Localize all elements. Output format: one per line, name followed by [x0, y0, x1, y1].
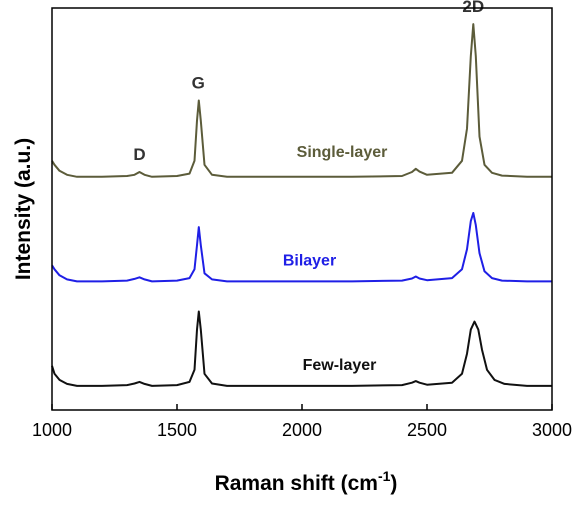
series-labels: Single-layer Bilayer Few-layer: [283, 144, 388, 374]
y-axis-title: Intensity (a.u.): [12, 138, 35, 280]
series-line-few-layer: [51, 310, 552, 387]
x-tick-label: 2000: [282, 420, 322, 440]
x-axis-title: Raman shift (cm-1): [215, 468, 398, 495]
x-tick-label: 3000: [532, 420, 572, 440]
x-axis-title-sup: -1: [378, 468, 391, 484]
x-tick-label: 1500: [157, 420, 197, 440]
x-axis-title-close: ): [390, 472, 397, 495]
peak-label-d: D: [133, 145, 145, 164]
x-tick-label: 1000: [32, 420, 72, 440]
series-line-bilayer: [51, 212, 552, 283]
plot-area: [51, 23, 552, 387]
series-label-single-layer: Single-layer: [297, 144, 388, 161]
series-label-few-layer: Few-layer: [303, 357, 377, 374]
x-axis-ticks: 1000 1500 2000 2500 3000: [32, 404, 572, 440]
plot-frame: [51, 7, 553, 411]
series-label-bilayer: Bilayer: [283, 252, 336, 269]
x-tick-label: 2500: [407, 420, 447, 440]
peak-label-g: G: [192, 73, 205, 92]
x-axis-title-main: Raman shift (cm: [215, 472, 378, 495]
series-line-single-layer: [51, 23, 552, 178]
